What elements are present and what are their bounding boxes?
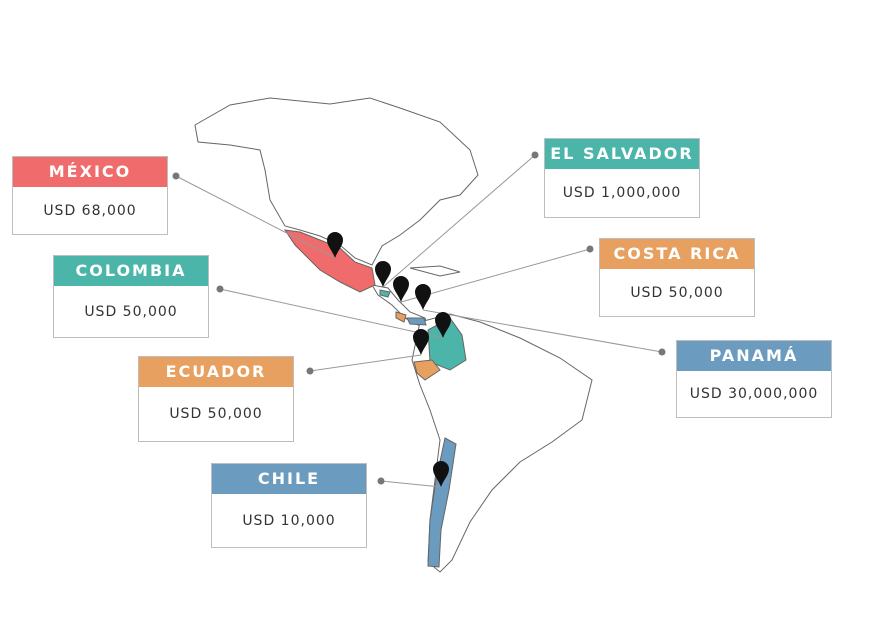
south-america: [411, 313, 593, 573]
map-pin: [375, 261, 391, 287]
leader-line: [219, 288, 444, 339]
caribbean: [409, 265, 461, 277]
country-name: MÉXICO: [13, 157, 167, 187]
mexico-shape: [283, 229, 376, 293]
country-amount: USD 10,000: [242, 512, 336, 529]
chile-shape: [427, 437, 457, 568]
country-card: CHILE USD 10,000: [211, 463, 367, 548]
costa-rica-shape: [395, 311, 407, 323]
leader-line: [380, 480, 442, 488]
map-pin: [393, 276, 409, 302]
leader-dot: [586, 245, 594, 253]
panama-shape: [406, 317, 427, 326]
country-name: ECUADOR: [139, 357, 293, 387]
map-pin: [413, 329, 429, 355]
country-card: EL SALVADOR USD 1,000,000: [544, 138, 700, 218]
country-amount: USD 50,000: [630, 284, 724, 301]
country-card: COSTA RICA USD 50,000: [599, 238, 755, 317]
leader-dot: [531, 151, 539, 159]
country-amount: USD 1,000,000: [562, 185, 682, 201]
country-name: COLOMBIA: [54, 256, 208, 286]
country-name: PANAMÁ: [677, 341, 831, 371]
leader-dot: [172, 172, 180, 180]
ecuador-shape: [413, 359, 441, 381]
leader-line: [175, 175, 336, 259]
country-name: EL SALVADOR: [545, 139, 699, 169]
el-salvador-shape: [379, 289, 391, 298]
leader-line: [309, 354, 422, 372]
country-amount: USD 50,000: [84, 303, 178, 320]
country-card: COLOMBIA USD 50,000: [53, 255, 209, 338]
country-amount: USD 50,000: [169, 406, 263, 422]
country-name: CHILE: [212, 464, 366, 494]
map-pin: [433, 461, 449, 487]
map-pin: [327, 232, 343, 258]
leaders: [172, 151, 666, 488]
north-america: [194, 97, 479, 266]
country-card: PANAMÁ USD 30,000,000: [676, 340, 832, 418]
country-amount: USD 30,000,000: [689, 386, 819, 402]
leader-line: [382, 154, 536, 288]
pins: [327, 232, 451, 487]
country-card: MÉXICO USD 68,000: [12, 156, 168, 235]
country-card: ECUADOR USD 50,000: [138, 356, 294, 442]
leader-dot: [377, 477, 385, 485]
leader-dot: [216, 285, 224, 293]
country-amount: USD 68,000: [43, 202, 137, 219]
map-pin: [435, 312, 451, 338]
land: [194, 97, 593, 573]
country-name: COSTA RICA: [600, 239, 754, 269]
map-pin: [415, 284, 431, 310]
leader-line: [422, 309, 663, 353]
leader-dot: [306, 367, 314, 375]
leader-line: [400, 248, 591, 303]
leader-dot: [658, 348, 666, 356]
